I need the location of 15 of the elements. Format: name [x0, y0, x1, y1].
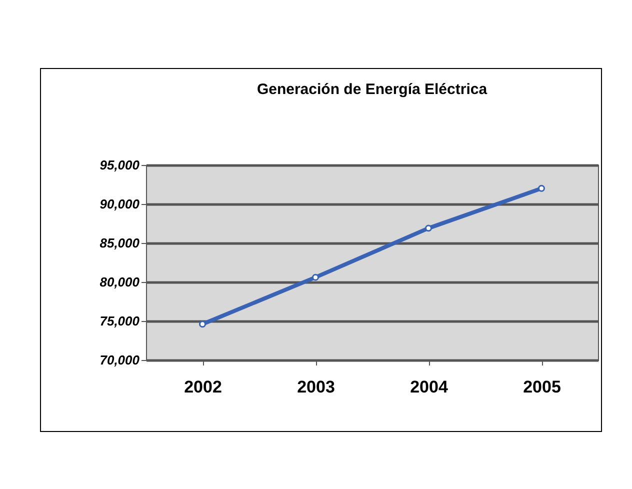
- x-tick-label: 2004: [410, 378, 448, 396]
- y-tick-label: 70,000: [100, 352, 140, 368]
- point: [425, 224, 432, 232]
- y-tick-label: 85,000: [100, 236, 140, 250]
- y-tick-label: 75,000: [100, 314, 140, 328]
- x-tick-label: 2002: [184, 378, 222, 396]
- chart-title: Generación de Energía Eléctrica: [256, 81, 488, 98]
- x-tick-label: 2005: [523, 378, 561, 396]
- y-tick-label: 95,000: [100, 158, 140, 172]
- y-tick-label: 90,000: [100, 196, 140, 212]
- point: [312, 274, 319, 281]
- point: [538, 184, 545, 192]
- x-tick-label: 2003: [297, 378, 335, 396]
- y-tick-label: 80,000: [100, 274, 140, 290]
- point: [199, 320, 206, 328]
